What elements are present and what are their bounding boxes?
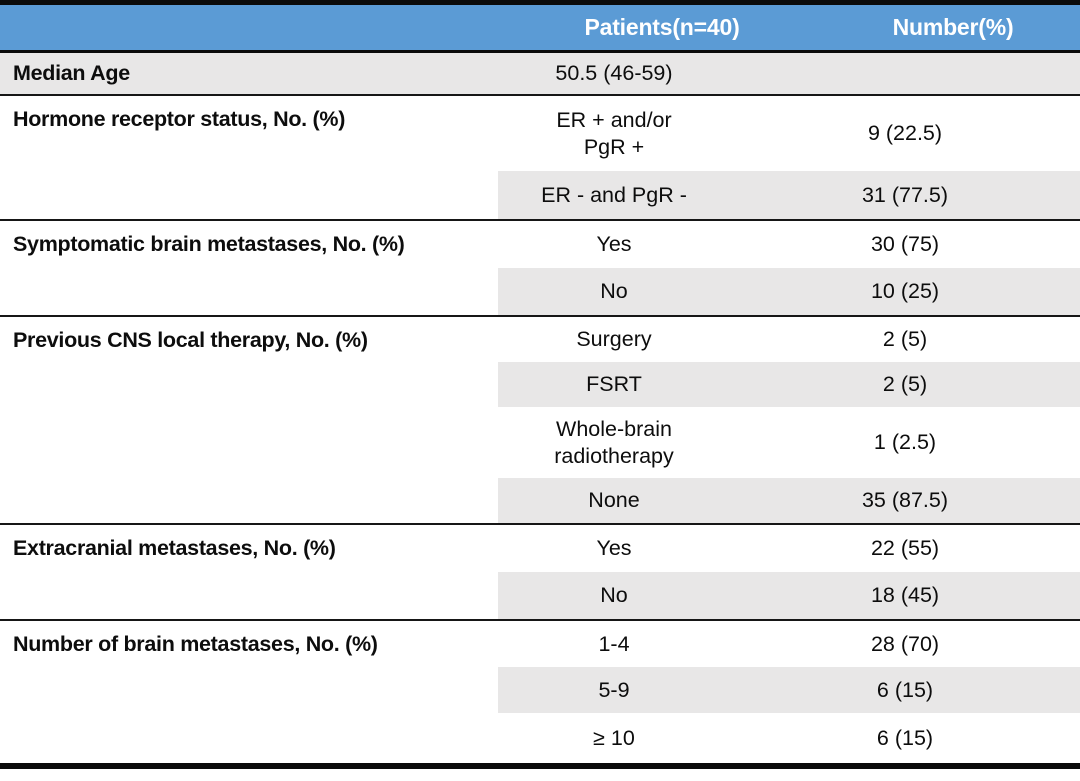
value-cell: ER + and/or PgR + bbox=[556, 107, 672, 159]
row-label: Previous CNS local therapy, No. (%) bbox=[13, 328, 368, 352]
section-symptomatic-brain-metastases: Symptomatic brain metastases, No. (%) Ye… bbox=[0, 221, 1080, 317]
value-cell: Yes bbox=[596, 536, 632, 561]
column-header-number: Number(%) bbox=[892, 14, 1014, 40]
number-cell: 2 (5) bbox=[882, 327, 928, 352]
number-cell: 6 (15) bbox=[876, 677, 934, 702]
table-row: No 10 (25) bbox=[498, 268, 1080, 315]
number-cell: 30 (75) bbox=[870, 232, 940, 257]
row-label: Extracranial metastases, No. (%) bbox=[13, 536, 336, 560]
table-row: Yes 22 (55) bbox=[498, 525, 1080, 572]
row-label: Number of brain metastases, No. (%) bbox=[13, 632, 378, 656]
table-row: No 18 (45) bbox=[498, 572, 1080, 619]
table-row: Whole-brain radiotherapy 1 (2.5) bbox=[498, 407, 1080, 478]
table-row: 1-4 28 (70) bbox=[498, 621, 1080, 667]
section-median-age: Median Age 50.5 (46-59) bbox=[0, 53, 1080, 96]
number-cell: 31 (77.5) bbox=[861, 182, 949, 207]
column-header-patients: Patients(n=40) bbox=[584, 14, 740, 40]
number-cell: 28 (70) bbox=[870, 631, 940, 656]
row-label: Symptomatic brain metastases, No. (%) bbox=[13, 232, 405, 256]
number-cell bbox=[730, 53, 1080, 94]
value-cell: None bbox=[588, 488, 640, 513]
value-cell: Surgery bbox=[576, 327, 652, 352]
number-cell: 35 (87.5) bbox=[861, 488, 949, 513]
value-cell: 1-4 bbox=[598, 631, 630, 656]
number-cell: 2 (5) bbox=[882, 372, 928, 397]
value-cell: ≥ 10 bbox=[593, 725, 635, 750]
table-row: None 35 (87.5) bbox=[498, 478, 1080, 523]
row-label: Median Age bbox=[13, 61, 130, 86]
table-header-row: Patients(n=40) Number(%) bbox=[0, 5, 1080, 53]
section-hormone-receptor: Hormone receptor status, No. (%) ER + an… bbox=[0, 96, 1080, 221]
value-cell: 5-9 bbox=[598, 677, 630, 702]
number-cell: 18 (45) bbox=[870, 583, 940, 608]
number-cell: 6 (15) bbox=[876, 725, 934, 750]
number-cell: 10 (25) bbox=[870, 279, 940, 304]
table-row: ER + and/or PgR + 9 (22.5) bbox=[498, 96, 1080, 171]
number-cell: 1 (2.5) bbox=[873, 430, 937, 455]
value-cell: 50.5 (46-59) bbox=[555, 61, 673, 86]
table-row: FSRT 2 (5) bbox=[498, 362, 1080, 407]
section-extracranial-metastases: Extracranial metastases, No. (%) Yes 22 … bbox=[0, 525, 1080, 621]
value-cell: No bbox=[600, 279, 628, 304]
value-cell: FSRT bbox=[586, 372, 642, 397]
number-cell: 22 (55) bbox=[870, 536, 940, 561]
value-cell: ER - and PgR - bbox=[541, 182, 687, 207]
table-row: Yes 30 (75) bbox=[498, 221, 1080, 268]
number-cell: 9 (22.5) bbox=[867, 121, 943, 146]
section-number-of-brain-metastases: Number of brain metastases, No. (%) 1-4 … bbox=[0, 621, 1080, 763]
table-row: 50.5 (46-59) bbox=[498, 53, 1080, 94]
value-cell: No bbox=[600, 583, 628, 608]
section-previous-cns-therapy: Previous CNS local therapy, No. (%) Surg… bbox=[0, 317, 1080, 525]
table-row: 5-9 6 (15) bbox=[498, 667, 1080, 713]
row-label: Hormone receptor status, No. (%) bbox=[13, 107, 346, 131]
table-row: Surgery 2 (5) bbox=[498, 317, 1080, 362]
value-cell: Whole-brain radiotherapy bbox=[554, 416, 674, 468]
table-row: ≥ 10 6 (15) bbox=[498, 713, 1080, 763]
value-cell: Yes bbox=[596, 232, 632, 257]
table-row: ER - and PgR - 31 (77.5) bbox=[498, 171, 1080, 219]
